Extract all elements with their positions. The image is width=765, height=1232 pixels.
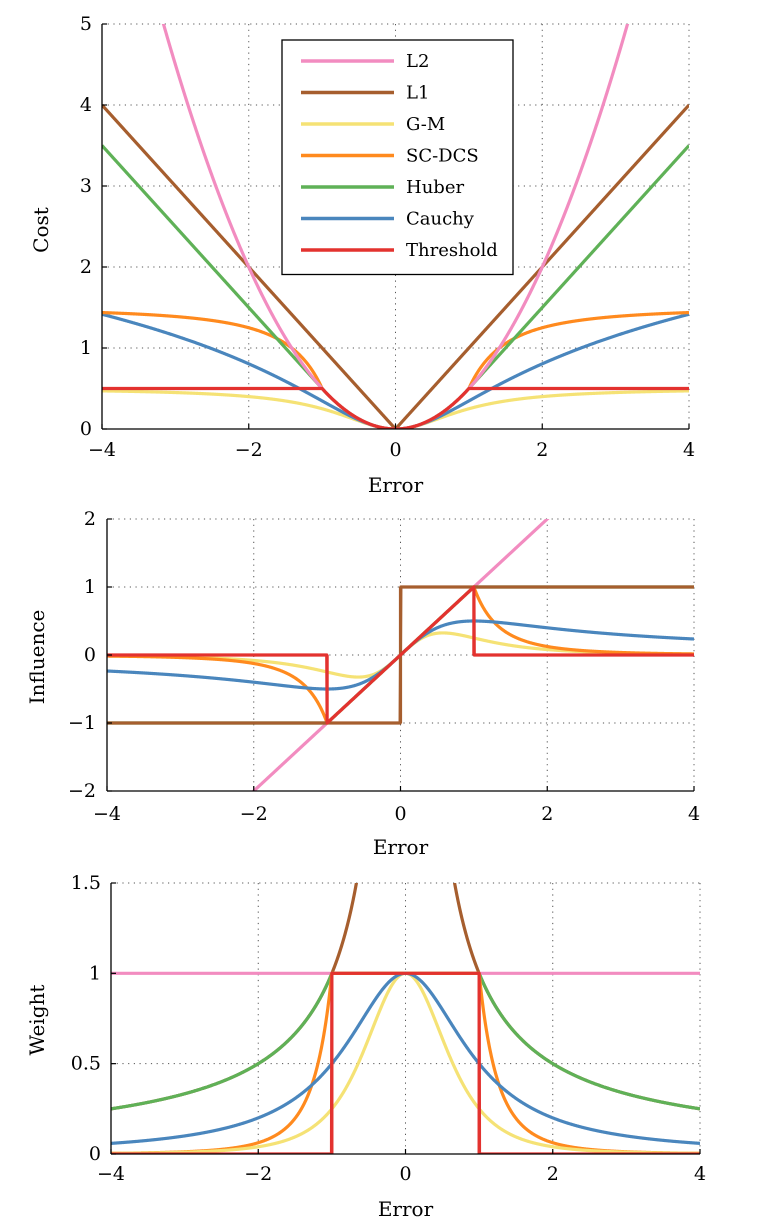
series-line-threshold: [111, 971, 700, 1154]
series-line-l1: [102, 103, 689, 429]
legend-box: [281, 39, 514, 276]
y-axis-label: Influence: [25, 610, 49, 705]
x-tick-label: 4: [688, 803, 700, 825]
series-line-g-m: [102, 389, 689, 429]
y-tick-label: 3: [80, 175, 92, 197]
y-axis-label: Cost: [29, 207, 53, 253]
series-group: [111, 883, 700, 1154]
y-tick-label: 5: [80, 13, 92, 35]
y-tick-label: 0: [84, 644, 96, 666]
legend-label-sc-dcs: SC-DCS: [406, 146, 479, 167]
y-tick-label: −2: [68, 780, 96, 802]
x-tick-label: 2: [547, 1163, 559, 1185]
series-line-g-m: [111, 971, 700, 1154]
x-tick-label: 0: [394, 803, 406, 825]
y-tick-label: 1: [89, 962, 101, 984]
legend-label-huber: Huber: [406, 177, 464, 198]
y-tick-label: 1.5: [71, 872, 101, 894]
y-tick-label: 0: [80, 418, 92, 440]
legend-label-cauchy: Cauchy: [406, 209, 475, 230]
y-tick-label: 1: [80, 337, 92, 359]
series-line-huber: [102, 144, 689, 429]
series-line-cauchy: [102, 312, 689, 429]
x-tick-label: −2: [235, 439, 263, 461]
series-line-l1: [111, 883, 700, 1111]
x-axis-label: Error: [368, 473, 424, 497]
x-tick-label: 2: [536, 439, 548, 461]
series-line-threshold: [107, 585, 694, 725]
x-tick-label: −4: [97, 1163, 125, 1185]
weight-panel: −4 −2 0 2 4 0 0.5 1 1.5 Error Weight: [25, 872, 706, 1221]
x-tick-label: −4: [88, 439, 116, 461]
x-tick-label: 4: [694, 1163, 706, 1185]
cost-panel: −4 −2 0 2 4 0 1 2 3 4 5 Error Cost L2 L1 G-M SC-DCS Huber…: [29, 13, 695, 497]
y-tick-label: 1: [84, 576, 96, 598]
legend-label-l2: L2: [406, 51, 429, 72]
x-axis-label: Error: [378, 1197, 434, 1221]
series-group: [107, 519, 694, 791]
x-tick-label: 0: [399, 1163, 411, 1185]
legend-label-l1: L1: [406, 83, 429, 104]
legend: L2 L1 G-M SC-DCS Huber Cauchy Threshold: [281, 39, 514, 276]
x-tick-label: −2: [244, 1163, 272, 1185]
x-tick-label: 4: [683, 439, 695, 461]
y-tick-label: 2: [84, 508, 96, 530]
legend-label-threshold: Threshold: [406, 240, 498, 261]
y-tick-label: 0.5: [71, 1053, 101, 1075]
series-line-threshold: [102, 386, 689, 429]
y-tick-label: 2: [80, 256, 92, 278]
x-tick-label: −2: [240, 803, 268, 825]
series-line-sc-dcs: [102, 310, 689, 429]
y-tick-label: 0: [89, 1143, 101, 1165]
y-tick-label: 4: [80, 94, 92, 116]
x-axis-label: Error: [373, 835, 429, 859]
legend-label-g-m: G-M: [406, 114, 445, 135]
x-tick-label: −4: [93, 803, 121, 825]
series-line-sc-dcs: [111, 971, 700, 1154]
series-line-l2: [161, 24, 630, 429]
y-tick-label: −1: [68, 712, 96, 734]
x-tick-label: 2: [541, 803, 553, 825]
x-tick-label: 0: [389, 439, 401, 461]
y-axis-label: Weight: [25, 985, 49, 1056]
series-group: [102, 24, 689, 429]
